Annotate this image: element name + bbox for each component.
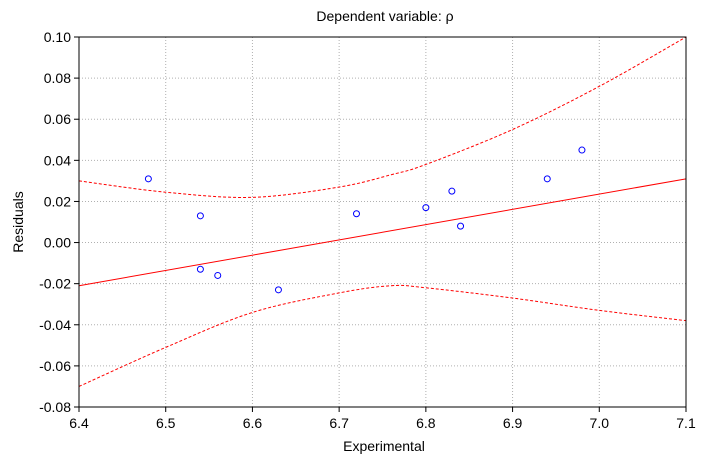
x-tick-label: 6.8 (416, 415, 436, 431)
data-point (578, 146, 586, 154)
x-tick-label: 7.1 (676, 415, 696, 431)
y-tick-label: -0.06 (39, 358, 71, 374)
data-points (144, 146, 586, 294)
y-axis-title: Residuals (10, 191, 26, 252)
y-tick-label: 0.00 (44, 235, 71, 251)
data-point (422, 204, 430, 212)
data-point (196, 265, 204, 273)
x-tick-label: 6.9 (503, 415, 523, 431)
data-point (214, 271, 222, 279)
chart-title: Dependent variable: ρ (316, 8, 453, 24)
y-tick-label: -0.02 (39, 276, 71, 292)
grid (74, 36, 687, 412)
y-tick-label: 0.06 (44, 111, 71, 127)
confidence-band (78, 36, 687, 387)
data-point (543, 175, 551, 183)
y-tick-label: 0.02 (44, 193, 71, 209)
fit-line (78, 178, 687, 287)
confidence-band-upper (78, 36, 687, 198)
data-point (457, 222, 465, 230)
x-tick-label: 6.5 (156, 415, 176, 431)
data-point (352, 210, 360, 218)
y-tick-label: 0.10 (44, 29, 71, 45)
y-tick-label: -0.08 (39, 399, 71, 415)
x-tick-label: 6.4 (69, 415, 89, 431)
x-axis-title: Experimental (343, 438, 425, 454)
y-tick-label: -0.04 (39, 317, 71, 333)
data-point (274, 286, 282, 294)
confidence-band-lower (78, 284, 687, 387)
data-point (448, 187, 456, 195)
y-tick-label: 0.08 (44, 70, 71, 86)
y-tick-labels: -0.08 -0.06 -0.04 -0.02 0.00 0.02 0.04 0.06 0.08… (39, 29, 71, 415)
x-tick-label: 6.6 (243, 415, 263, 431)
data-point (144, 175, 152, 183)
x-tick-labels: 6.4 6.5 6.6 6.7 6.8 6.9 7.0 7.1 (69, 415, 696, 431)
regression-line (78, 178, 687, 287)
x-tick-label: 7.0 (590, 415, 610, 431)
x-tick-label: 6.7 (329, 415, 349, 431)
data-point (196, 212, 204, 220)
plot-frame (78, 36, 687, 408)
y-tick-label: 0.04 (44, 152, 71, 168)
